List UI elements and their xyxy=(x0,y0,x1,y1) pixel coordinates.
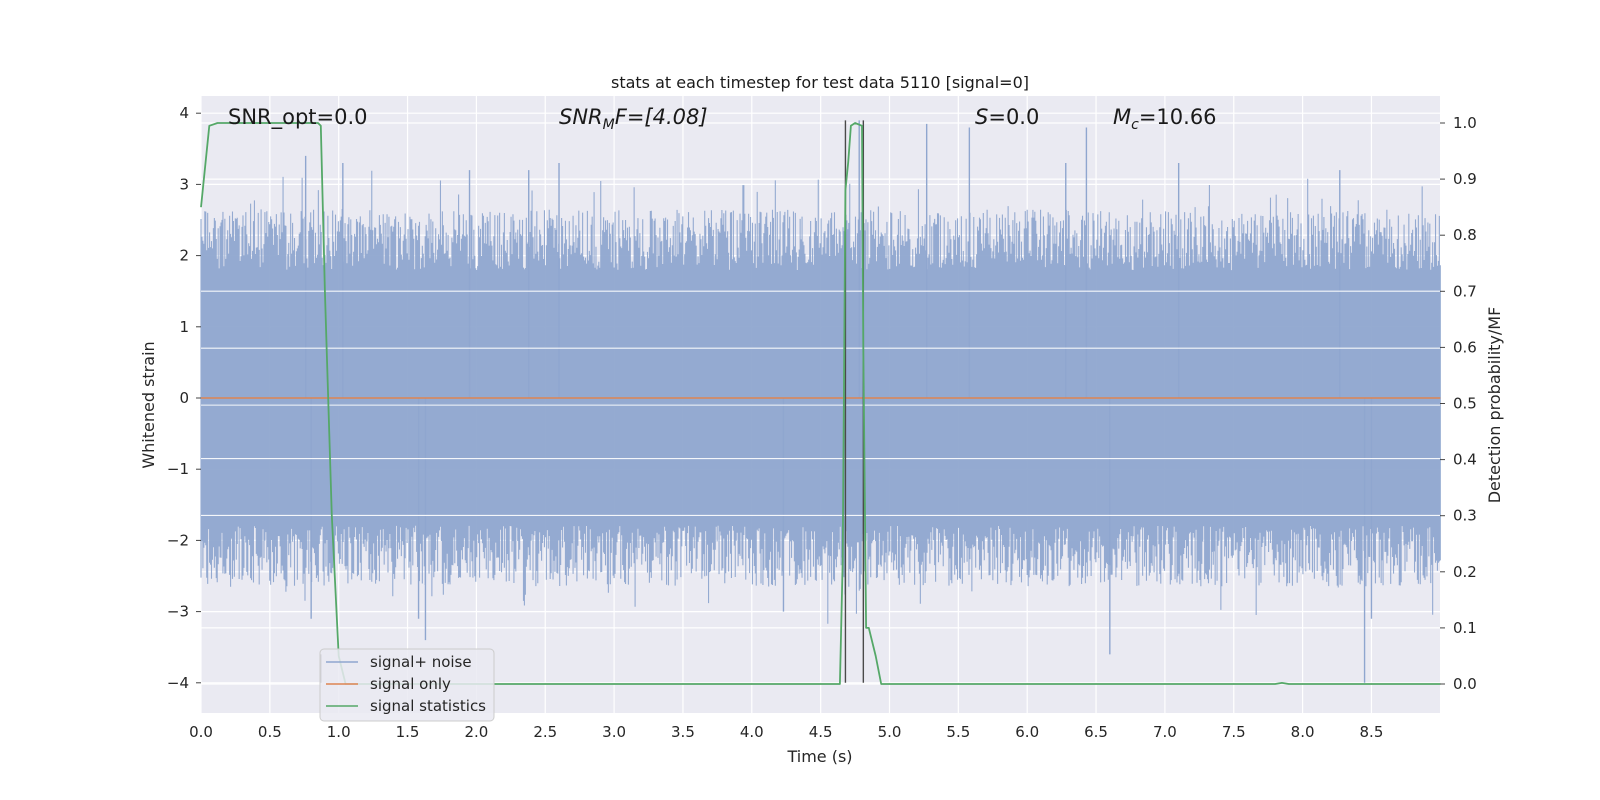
x-tick-label: 3.5 xyxy=(671,723,695,741)
x-tick-label: 5.5 xyxy=(946,723,970,741)
x-tick-label: 7.5 xyxy=(1222,723,1246,741)
x-tick-label: 4.5 xyxy=(809,723,833,741)
x-tick-label: 2.0 xyxy=(464,723,488,741)
legend: signal+ noise signal only signal statist… xyxy=(319,648,495,722)
y-tick-label: −4 xyxy=(167,674,189,692)
y-tick-label: 2 xyxy=(179,247,189,265)
y-tick-label: 3 xyxy=(179,175,189,193)
y2-tick-labels: 1.0 0.9 0.8 0.7 0.6 0.5 0.4 0.3 0.2 0.1 0.0 xyxy=(1440,114,1477,693)
series-signal-statistics xyxy=(200,122,1441,685)
x-tick-label: 6.0 xyxy=(1015,723,1039,741)
y-axis-label: Whitened strain xyxy=(139,341,158,468)
y2-tick-label: 0.2 xyxy=(1453,563,1477,581)
x-tick-label: 6.5 xyxy=(1084,723,1108,741)
y-tick-label: −1 xyxy=(167,460,189,478)
y-tick-label: −3 xyxy=(167,603,189,621)
chart-title: stats at each timestep for test data 511… xyxy=(611,73,1029,92)
x-tick-label: 3.0 xyxy=(602,723,626,741)
x-tick-label: 4.0 xyxy=(740,723,764,741)
y2-tick-label: 0.9 xyxy=(1453,170,1477,188)
y2-tick-label: 0.7 xyxy=(1453,282,1477,300)
y2-tick-label: 0.5 xyxy=(1453,395,1477,413)
y2-tick-label: 0.0 xyxy=(1453,675,1477,693)
y2-tick-label: 1.0 xyxy=(1453,114,1477,132)
x-tick-label: 2.5 xyxy=(533,723,557,741)
x-tick-label: 8.5 xyxy=(1360,723,1384,741)
y2-tick-label: 0.8 xyxy=(1453,226,1477,244)
x-tick-label: 0.5 xyxy=(258,723,282,741)
y2-tick-label: 0.3 xyxy=(1453,507,1477,525)
y-tick-label: 0 xyxy=(179,389,189,407)
y-tick-label: −2 xyxy=(167,531,189,549)
y-tick-label: 4 xyxy=(179,104,189,122)
x-tick-label: 8.0 xyxy=(1291,723,1315,741)
x-tick-label: 1.0 xyxy=(327,723,351,741)
legend-label-signal-noise: signal+ noise xyxy=(370,653,472,671)
x-tick-label: 5.0 xyxy=(878,723,902,741)
x-tick-label: 0.0 xyxy=(189,723,213,741)
y-tick-label: 1 xyxy=(179,318,189,336)
x-tick-labels: 0.0 0.5 1.0 1.5 2.0 2.5 3.0 3.5 4.0 4.5 5.0 5.5 6.0 6… xyxy=(189,723,1383,741)
y2-tick-label: 0.1 xyxy=(1453,619,1477,637)
legend-label-signal-only: signal only xyxy=(370,675,451,693)
x-tick-label: 7.0 xyxy=(1153,723,1177,741)
x-axis-label: Time (s) xyxy=(786,747,852,766)
y2-axis-label: Detection probability/MF xyxy=(1485,307,1504,504)
annotation-snr-opt: SNR_opt=0.0 xyxy=(228,105,368,130)
signal-statistics-line xyxy=(200,122,1441,685)
x-tick-label: 1.5 xyxy=(396,723,420,741)
legend-label-signal-statistics: signal statistics xyxy=(370,697,486,715)
annotation-mc: Mc=10.66 xyxy=(1113,105,1217,133)
y2-tick-label: 0.6 xyxy=(1453,338,1477,356)
annotation-s: S=0.0 xyxy=(975,105,1039,129)
y2-tick-label: 0.4 xyxy=(1453,451,1477,469)
series-signal-plus-noise xyxy=(200,120,1441,683)
annotation-snr-mf: SNRMF=[4.08] xyxy=(559,105,708,133)
y-tick-labels: 4 3 2 1 0 −1 −2 −3 −4 xyxy=(167,104,201,692)
